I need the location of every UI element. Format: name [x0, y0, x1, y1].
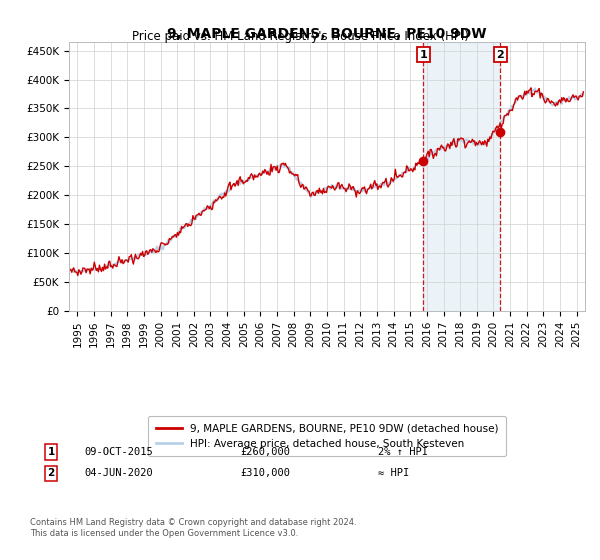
Title: 9, MAPLE GARDENS, BOURNE, PE10 9DW: 9, MAPLE GARDENS, BOURNE, PE10 9DW: [167, 27, 487, 41]
Legend: 9, MAPLE GARDENS, BOURNE, PE10 9DW (detached house), HPI: Average price, detache: 9, MAPLE GARDENS, BOURNE, PE10 9DW (deta…: [148, 416, 506, 456]
Text: 04-JUN-2020: 04-JUN-2020: [84, 468, 153, 478]
Text: 2% ↑ HPI: 2% ↑ HPI: [378, 447, 428, 457]
Text: 1: 1: [419, 50, 427, 60]
Text: Contains HM Land Registry data © Crown copyright and database right 2024.
This d: Contains HM Land Registry data © Crown c…: [30, 518, 356, 538]
Text: £260,000: £260,000: [240, 447, 290, 457]
Text: ≈ HPI: ≈ HPI: [378, 468, 409, 478]
Bar: [423, 42, 500, 311]
Text: 2: 2: [497, 50, 505, 60]
Text: £310,000: £310,000: [240, 468, 290, 478]
Text: 2: 2: [47, 468, 55, 478]
Text: 1: 1: [47, 447, 55, 457]
Text: Price paid vs. HM Land Registry's House Price Index (HPI): Price paid vs. HM Land Registry's House …: [131, 30, 469, 43]
Text: 09-OCT-2015: 09-OCT-2015: [84, 447, 153, 457]
